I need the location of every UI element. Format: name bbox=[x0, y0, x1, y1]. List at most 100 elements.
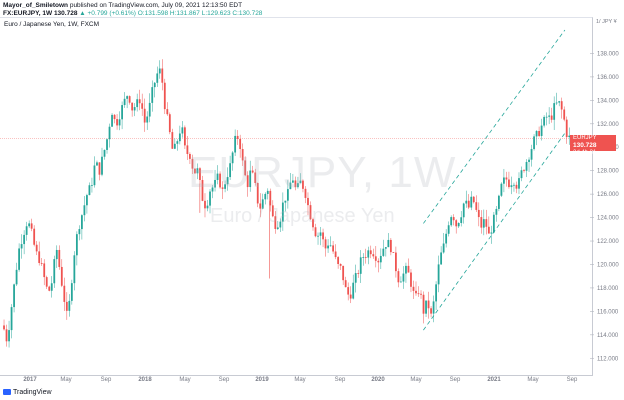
candle-body bbox=[485, 219, 488, 227]
last-price-badge: EURJPY 130.728 2d 4h 31 bbox=[570, 134, 616, 156]
y-tick-label: 114.000 bbox=[597, 333, 619, 339]
candle-body bbox=[523, 170, 525, 172]
candle-body bbox=[357, 273, 360, 274]
candle-body bbox=[384, 247, 387, 249]
author-name[interactable]: Mayor_of_Smiletown bbox=[3, 2, 69, 9]
candle-body bbox=[214, 179, 216, 188]
candle-body bbox=[410, 272, 412, 287]
candle-body bbox=[289, 182, 292, 190]
candle-body bbox=[219, 173, 221, 188]
candle-body bbox=[246, 175, 249, 188]
candle-body bbox=[555, 102, 558, 104]
candle-body bbox=[520, 170, 523, 179]
y-tick-label: 124.000 bbox=[597, 216, 619, 222]
candle-body bbox=[302, 180, 304, 189]
x-tick-label: Sep bbox=[450, 377, 461, 383]
candle-body bbox=[538, 131, 540, 136]
channel-upper-line bbox=[423, 29, 566, 224]
candle-body bbox=[60, 266, 63, 286]
y-tick-label: 126.000 bbox=[597, 192, 619, 198]
candle-body bbox=[455, 220, 458, 227]
candle-body bbox=[244, 160, 247, 176]
candle-body bbox=[292, 180, 294, 183]
candle-body bbox=[53, 259, 56, 284]
y-tick-label: 122.000 bbox=[597, 239, 619, 245]
candle-body bbox=[91, 185, 93, 186]
x-tick-label: 2021 bbox=[487, 377, 501, 383]
candle-body bbox=[430, 308, 432, 314]
name-watermark: Euro / Japanese Yen bbox=[210, 205, 395, 227]
candle-body bbox=[309, 205, 312, 220]
candle-body bbox=[55, 249, 58, 260]
candle-body bbox=[261, 199, 264, 209]
candle-body bbox=[30, 223, 33, 229]
candle-body bbox=[176, 141, 179, 144]
tradingview-logo[interactable]: TradingView bbox=[3, 389, 52, 396]
candle-body bbox=[23, 234, 26, 245]
chart-header: Mayor_of_Smiletown published on TradingV… bbox=[0, 0, 624, 30]
y-tick-label: 138.000 bbox=[597, 51, 619, 57]
candle-body bbox=[65, 301, 68, 311]
x-tick-label: Sep bbox=[219, 377, 230, 383]
candle-body bbox=[131, 102, 134, 111]
candle-body bbox=[259, 203, 262, 209]
candle-body bbox=[35, 244, 38, 252]
candle-body bbox=[156, 73, 159, 83]
candle-body bbox=[224, 184, 226, 189]
candle-body bbox=[171, 132, 174, 149]
candle-body bbox=[533, 136, 535, 150]
candle-body bbox=[314, 227, 317, 237]
x-tick-label: 2017 bbox=[23, 377, 37, 383]
candle-body bbox=[377, 260, 380, 263]
candle-body bbox=[387, 239, 390, 248]
chart-pane[interactable] bbox=[0, 17, 593, 376]
x-tick-label: Sep bbox=[101, 377, 112, 383]
candle-body bbox=[490, 232, 493, 234]
candle-body bbox=[251, 170, 254, 173]
y-tick-label: 136.000 bbox=[597, 75, 619, 81]
candle-body bbox=[158, 68, 161, 74]
candle-body bbox=[563, 109, 566, 120]
candle-body bbox=[8, 330, 10, 342]
candle-body bbox=[415, 290, 417, 294]
candle-body bbox=[487, 226, 490, 234]
candle-body bbox=[78, 229, 81, 235]
logo-text: TradingView bbox=[13, 389, 52, 396]
candle-body bbox=[284, 200, 287, 203]
candle-body bbox=[153, 82, 156, 88]
candle-body bbox=[126, 96, 129, 99]
candle-body bbox=[178, 133, 181, 142]
candle-body bbox=[339, 263, 342, 266]
candle-body bbox=[73, 255, 76, 284]
candle-body bbox=[231, 152, 234, 164]
candle-body bbox=[442, 243, 445, 253]
candle-body bbox=[111, 114, 113, 127]
candle-body bbox=[372, 254, 375, 257]
y-tick-label: 120.000 bbox=[597, 262, 619, 268]
y-tick-label: 112.000 bbox=[597, 356, 619, 362]
candle-body bbox=[86, 195, 88, 206]
candle-body bbox=[565, 119, 568, 138]
candle-body bbox=[405, 265, 407, 274]
candle-body bbox=[497, 195, 500, 209]
candle-body bbox=[216, 173, 219, 180]
candle-body bbox=[510, 185, 513, 188]
candle-body bbox=[412, 286, 415, 291]
candle-body bbox=[389, 239, 392, 253]
candle-body bbox=[495, 208, 498, 215]
x-tick-label: 2019 bbox=[255, 377, 269, 383]
symbol-info: FX:EURJPY, 1W 130.728 ▲ +0.799 (+0.61%) … bbox=[3, 10, 262, 17]
candle-body bbox=[337, 257, 340, 264]
candle-body bbox=[417, 293, 420, 295]
candle-body bbox=[472, 196, 475, 203]
candle-body bbox=[334, 251, 337, 258]
candle-body bbox=[196, 168, 199, 174]
candlestick-chart[interactable]: 112.000 114.000 116.000 118.000 120.000 122.0… bbox=[0, 0, 624, 388]
candle-body bbox=[347, 287, 350, 295]
candle-body bbox=[138, 99, 141, 104]
candle-body bbox=[470, 196, 473, 208]
candle-body bbox=[528, 159, 530, 162]
candle-body bbox=[98, 162, 101, 175]
candle-body bbox=[274, 216, 277, 229]
candle-body bbox=[505, 177, 508, 180]
